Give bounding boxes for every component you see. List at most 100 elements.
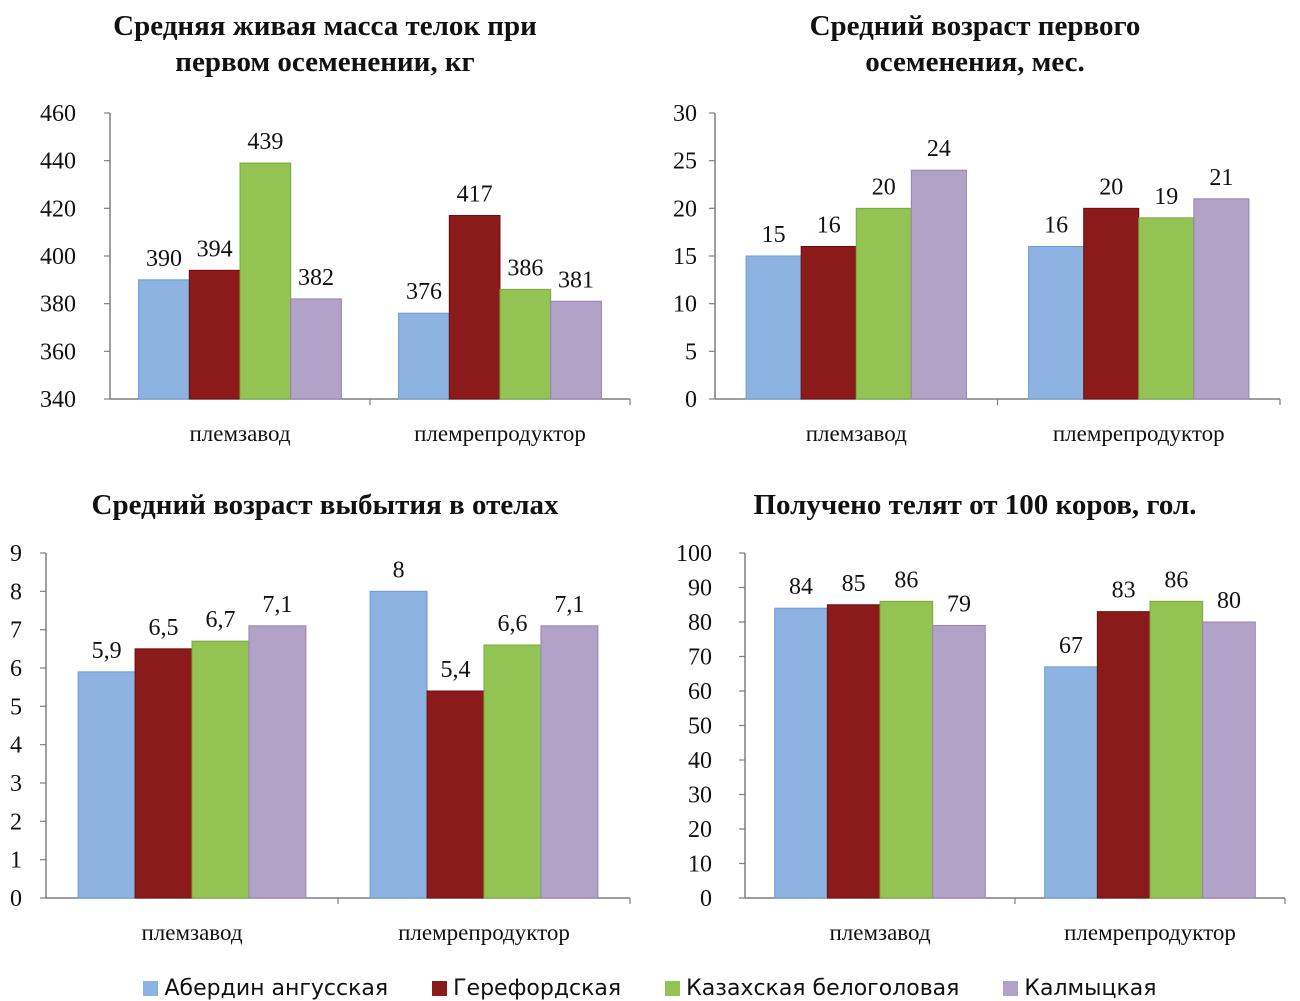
x-category-label: племзавод bbox=[829, 920, 930, 945]
x-category-label: племрепродуктор bbox=[398, 920, 570, 945]
legend-swatch bbox=[665, 980, 681, 996]
bar bbox=[239, 162, 292, 400]
chart-title: Средняя живая масса телок при первом осе… bbox=[113, 10, 537, 78]
legend-label: Калмыцкая bbox=[1024, 975, 1157, 1001]
data-label: 6,5 bbox=[149, 615, 179, 641]
legend-label: Герефордская bbox=[453, 975, 622, 1001]
bar bbox=[1083, 207, 1140, 400]
bar bbox=[745, 255, 802, 400]
bar bbox=[448, 214, 501, 400]
y-tick-label: 4 bbox=[10, 733, 22, 759]
y-tick-label: 30 bbox=[673, 101, 697, 127]
bar bbox=[426, 690, 485, 899]
y-tick-label: 380 bbox=[40, 292, 76, 318]
data-label: 16 bbox=[1044, 212, 1068, 238]
legend-label: Абердин ангусская bbox=[164, 975, 389, 1001]
x-category-label: племзавод bbox=[806, 421, 907, 446]
chart-plot: 0 10 20 30 40 50 60 70 80 90 100 84 85 86 79 племзавод 6… bbox=[676, 541, 1286, 945]
data-label: 386 bbox=[507, 255, 543, 281]
y-tick-label: 20 bbox=[688, 817, 712, 843]
bar bbox=[1138, 217, 1195, 400]
x-category-label: племрепродуктор bbox=[1064, 920, 1236, 945]
y-tick-label: 400 bbox=[40, 244, 76, 270]
y-tick-label: 360 bbox=[40, 339, 76, 365]
y-tick-label: 40 bbox=[688, 748, 712, 774]
legend-item-kazakh-whitehead: Казахская белоголовая bbox=[665, 976, 959, 1001]
bar bbox=[1202, 621, 1256, 899]
data-label: 21 bbox=[1209, 165, 1233, 191]
bar bbox=[1096, 611, 1151, 899]
bar bbox=[774, 607, 828, 899]
bar bbox=[77, 671, 136, 899]
y-tick-label: 440 bbox=[40, 149, 76, 175]
bar bbox=[398, 312, 450, 400]
data-label: 85 bbox=[842, 571, 866, 597]
data-label: 7,1 bbox=[262, 592, 292, 618]
bar bbox=[290, 298, 342, 400]
legend-swatch bbox=[432, 980, 448, 996]
y-tick-label: 80 bbox=[688, 610, 712, 636]
y-tick-label: 25 bbox=[673, 149, 697, 175]
data-label: 86 bbox=[894, 567, 918, 593]
chart-plot: 0 5 10 15 20 25 30 15 16 20 24 племзавод 16 20 19 21 пле… bbox=[673, 101, 1281, 446]
bar bbox=[826, 604, 881, 899]
legend-swatch bbox=[143, 980, 159, 996]
data-label: 8 bbox=[393, 557, 405, 583]
y-tick-label: 2 bbox=[10, 809, 22, 835]
legend-label: Казахская белоголовая bbox=[686, 975, 960, 1001]
bar bbox=[910, 169, 967, 400]
bar bbox=[1149, 600, 1204, 899]
chart-plot: 340 360 380 400 420 440 460 390 394 439 382 племзав… bbox=[40, 101, 631, 446]
data-label: 67 bbox=[1059, 633, 1083, 659]
bar bbox=[800, 245, 857, 400]
data-label: 20 bbox=[1099, 174, 1123, 200]
bar bbox=[1044, 666, 1098, 899]
bar bbox=[369, 590, 428, 899]
chart-panel-first-insemination-age: Средний возраст первого осеменения, мес.… bbox=[650, 0, 1300, 470]
chart-legend: Абердин ангусская Герефордская Казахская… bbox=[0, 975, 1300, 1001]
y-tick-label: 20 bbox=[673, 196, 697, 222]
chart-panel-culling-age: Средний возраст выбытия в отелах 0 1 2 3 4 5 6… bbox=[0, 470, 650, 975]
bar bbox=[1193, 198, 1250, 400]
bar bbox=[1028, 245, 1085, 400]
bar bbox=[483, 644, 542, 899]
data-label: 16 bbox=[817, 212, 841, 238]
data-label: 417 bbox=[457, 181, 493, 207]
y-tick-label: 90 bbox=[688, 576, 712, 602]
data-label: 83 bbox=[1112, 578, 1136, 604]
data-label: 79 bbox=[947, 591, 971, 617]
bar bbox=[248, 625, 307, 899]
data-label: 20 bbox=[872, 174, 896, 200]
y-tick-label: 10 bbox=[688, 852, 712, 878]
y-tick-label: 5 bbox=[10, 694, 22, 720]
data-label: 5,9 bbox=[92, 638, 122, 664]
data-label: 86 bbox=[1164, 567, 1188, 593]
y-tick-label: 1 bbox=[10, 848, 22, 874]
chart-panel-live-weight: Средняя живая масса телок при первом осе… bbox=[0, 0, 650, 470]
bar bbox=[138, 279, 190, 400]
bar bbox=[879, 600, 934, 899]
y-tick-label: 15 bbox=[673, 244, 697, 270]
chart-title: Средний возраст выбытия в отелах bbox=[91, 489, 559, 521]
y-tick-label: 0 bbox=[10, 886, 22, 912]
bar bbox=[134, 648, 193, 899]
chart-title: Средний возраст первого осеменения, мес. bbox=[809, 10, 1141, 78]
chart-panel-calves-per-100: Получено телят от 100 коров, гол. 0 10 20 3… bbox=[650, 470, 1300, 975]
x-category-label: племзавод bbox=[141, 920, 242, 945]
legend-item-aberdeen-angus: Абердин ангусская bbox=[143, 976, 388, 1001]
data-label: 390 bbox=[146, 246, 182, 272]
y-tick-label: 0 bbox=[685, 387, 697, 413]
data-label: 439 bbox=[247, 129, 283, 155]
y-tick-label: 0 bbox=[700, 886, 712, 912]
y-tick-label: 8 bbox=[10, 579, 22, 605]
y-tick-label: 3 bbox=[10, 771, 22, 797]
y-tick-label: 30 bbox=[688, 783, 712, 809]
y-tick-label: 5 bbox=[685, 339, 697, 365]
y-tick-label: 9 bbox=[10, 541, 22, 567]
data-label: 15 bbox=[762, 222, 786, 248]
legend-item-hereford: Герефордская bbox=[432, 976, 621, 1001]
chart-plot: 0 1 2 3 4 5 6 7 8 9 5,9 6,5 6,7 7,1 племзавод 8 5,4 6,6 7,… bbox=[10, 541, 631, 945]
data-label: 7,1 bbox=[554, 592, 584, 618]
data-label: 24 bbox=[927, 136, 951, 162]
data-label: 19 bbox=[1154, 184, 1178, 210]
